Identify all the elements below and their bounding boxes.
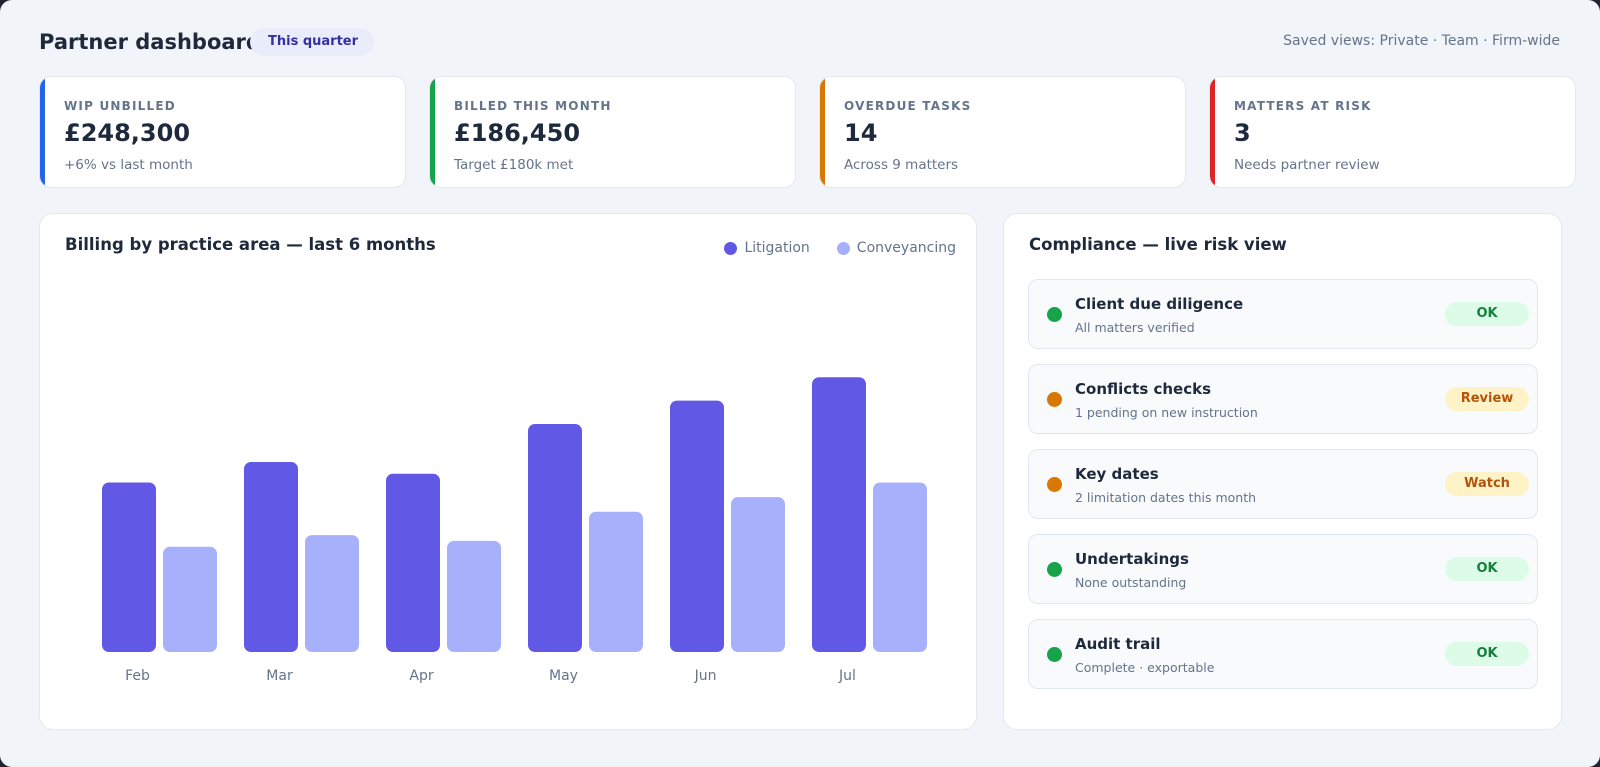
chart-legend: Litigation Conveyancing — [724, 240, 956, 256]
kpi-label: BILLED THIS MONTH — [454, 99, 612, 113]
status-dot-icon — [1047, 307, 1062, 322]
kpi-note: Target £180k met — [454, 157, 574, 173]
risk-item-subtitle: Complete · exportable — [1075, 660, 1215, 675]
kpi-accent-bar — [820, 77, 825, 187]
x-tick-label: May — [549, 668, 578, 684]
risk-item-title: Undertakings — [1075, 550, 1189, 568]
kpi-value: 14 — [844, 119, 878, 147]
risk-item-subtitle: All matters verified — [1075, 320, 1195, 335]
page-title: Partner dashboard — [39, 30, 261, 54]
bar-conveyancing-feb[interactable] — [163, 546, 217, 652]
status-dot-icon — [1047, 647, 1062, 662]
kpi-card-matters-at-risk[interactable]: MATTERS AT RISK 3 Needs partner review — [1209, 76, 1576, 188]
kpi-note: Needs partner review — [1234, 157, 1380, 173]
risk-item-audit-trail[interactable]: Audit trail Complete · exportable OK — [1028, 619, 1538, 689]
risk-item-conflicts-checks[interactable]: Conflicts checks 1 pending on new instru… — [1028, 364, 1538, 434]
status-badge: OK — [1445, 642, 1529, 666]
risk-item-title: Key dates — [1075, 465, 1159, 483]
legend-item-litigation[interactable]: Litigation — [724, 240, 810, 256]
risk-item-client-due-diligence[interactable]: Client due diligence All matters verifie… — [1028, 279, 1538, 349]
billing-chart-panel: Billing by practice area — last 6 months… — [39, 213, 977, 730]
compliance-panel: Compliance — live risk view Client due d… — [1003, 213, 1562, 730]
x-tick-label: Mar — [266, 668, 293, 684]
kpi-accent-bar — [1210, 77, 1215, 187]
legend-swatch — [724, 241, 738, 255]
status-dot-icon — [1047, 392, 1062, 407]
legend-swatch — [836, 241, 850, 255]
kpi-value: £186,450 — [454, 119, 581, 147]
status-dot-icon — [1047, 477, 1062, 492]
status-badge: OK — [1445, 557, 1529, 581]
risk-item-subtitle: None outstanding — [1075, 575, 1187, 590]
bar-conveyancing-mar[interactable] — [305, 535, 359, 652]
risk-item-subtitle: 1 pending on new instruction — [1075, 405, 1258, 420]
legend-label: Conveyancing — [856, 240, 956, 256]
risk-item-title: Audit trail — [1075, 635, 1161, 653]
kpi-label: WIP UNBILLED — [64, 99, 176, 113]
bar-conveyancing-apr[interactable] — [447, 540, 501, 652]
bar-litigation-may[interactable] — [528, 424, 582, 652]
bar-litigation-feb[interactable] — [102, 482, 156, 652]
bar-litigation-jun[interactable] — [670, 400, 724, 652]
bar-conveyancing-jul[interactable] — [873, 482, 927, 652]
x-tick-label: Apr — [409, 668, 433, 684]
kpi-note: Across 9 matters — [844, 157, 959, 173]
kpi-accent-bar — [430, 77, 435, 187]
bar-litigation-jul[interactable] — [812, 377, 866, 652]
bar-litigation-apr[interactable] — [386, 473, 440, 652]
compliance-title: Compliance — live risk view — [1029, 235, 1287, 254]
chart-title: Billing by practice area — last 6 months — [65, 235, 436, 254]
x-tick-label: Feb — [125, 668, 150, 684]
status-badge: OK — [1445, 302, 1529, 326]
kpi-value: 3 — [1234, 119, 1251, 147]
status-badge: Review — [1445, 387, 1529, 411]
legend-item-conveyancing[interactable]: Conveyancing — [836, 240, 956, 256]
kpi-card-overdue-tasks[interactable]: OVERDUE TASKS 14 Across 9 matters — [819, 76, 1186, 188]
kpi-card-billed-this-month[interactable]: BILLED THIS MONTH £186,450 Target £180k … — [429, 76, 796, 188]
bar-litigation-mar[interactable] — [244, 462, 298, 652]
x-tick-label: Jul — [838, 668, 856, 684]
bar-conveyancing-may[interactable] — [589, 511, 643, 652]
risk-item-subtitle: 2 limitation dates this month — [1075, 490, 1257, 505]
billing-bar-chart: Feb Mar Apr May Jun Jul — [102, 377, 927, 684]
kpi-value: £248,300 — [64, 119, 191, 147]
legend-label: Litigation — [744, 240, 810, 256]
risk-item-title: Conflicts checks — [1075, 380, 1212, 398]
risk-item-undertakings[interactable]: Undertakings None outstanding OK — [1028, 534, 1538, 604]
kpi-card-wip-unbilled[interactable]: WIP UNBILLED £248,300 +6% vs last month — [39, 76, 406, 188]
kpi-label: MATTERS AT RISK — [1234, 99, 1372, 113]
status-dot-icon — [1047, 562, 1062, 577]
kpi-note: +6% vs last month — [64, 157, 193, 173]
bar-conveyancing-jun[interactable] — [731, 497, 785, 652]
period-filter-chip[interactable]: This quarter — [250, 28, 374, 56]
kpi-label: OVERDUE TASKS — [844, 99, 972, 113]
saved-views-links[interactable]: Saved views: Private · Team · Firm-wide — [1283, 33, 1560, 49]
status-badge: Watch — [1445, 472, 1529, 496]
risk-item-key-dates[interactable]: Key dates 2 limitation dates this month … — [1028, 449, 1538, 519]
x-tick-label: Jun — [694, 668, 717, 684]
risk-item-title: Client due diligence — [1075, 295, 1244, 313]
kpi-accent-bar — [40, 77, 45, 187]
